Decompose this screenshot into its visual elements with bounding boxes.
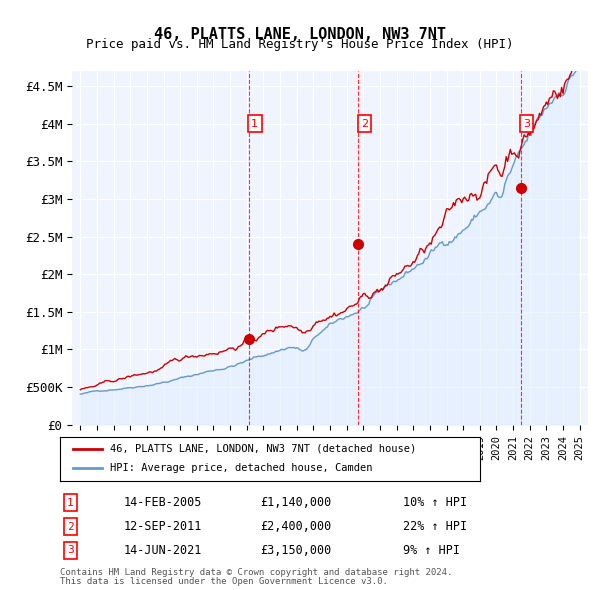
Text: 2: 2	[67, 522, 74, 532]
Text: 12-SEP-2011: 12-SEP-2011	[124, 520, 202, 533]
Text: This data is licensed under the Open Government Licence v3.0.: This data is licensed under the Open Gov…	[60, 577, 388, 586]
Text: 10% ↑ HPI: 10% ↑ HPI	[403, 496, 467, 509]
Text: 1: 1	[251, 119, 258, 129]
Text: 22% ↑ HPI: 22% ↑ HPI	[403, 520, 467, 533]
Text: 46, PLATTS LANE, LONDON, NW3 7NT (detached house): 46, PLATTS LANE, LONDON, NW3 7NT (detach…	[110, 444, 416, 454]
Text: 14-FEB-2005: 14-FEB-2005	[124, 496, 202, 509]
Text: Price paid vs. HM Land Registry's House Price Index (HPI): Price paid vs. HM Land Registry's House …	[86, 38, 514, 51]
Text: 9% ↑ HPI: 9% ↑ HPI	[403, 544, 460, 557]
Text: £3,150,000: £3,150,000	[260, 544, 332, 557]
Text: Contains HM Land Registry data © Crown copyright and database right 2024.: Contains HM Land Registry data © Crown c…	[60, 568, 452, 577]
Text: 2: 2	[361, 119, 368, 129]
Text: £1,140,000: £1,140,000	[260, 496, 332, 509]
Text: HPI: Average price, detached house, Camden: HPI: Average price, detached house, Camd…	[110, 464, 373, 473]
Text: 3: 3	[523, 119, 530, 129]
Text: £2,400,000: £2,400,000	[260, 520, 332, 533]
Text: 3: 3	[67, 546, 74, 555]
Text: 46, PLATTS LANE, LONDON, NW3 7NT: 46, PLATTS LANE, LONDON, NW3 7NT	[154, 27, 446, 41]
Text: 1: 1	[67, 498, 74, 507]
Text: 14-JUN-2021: 14-JUN-2021	[124, 544, 202, 557]
